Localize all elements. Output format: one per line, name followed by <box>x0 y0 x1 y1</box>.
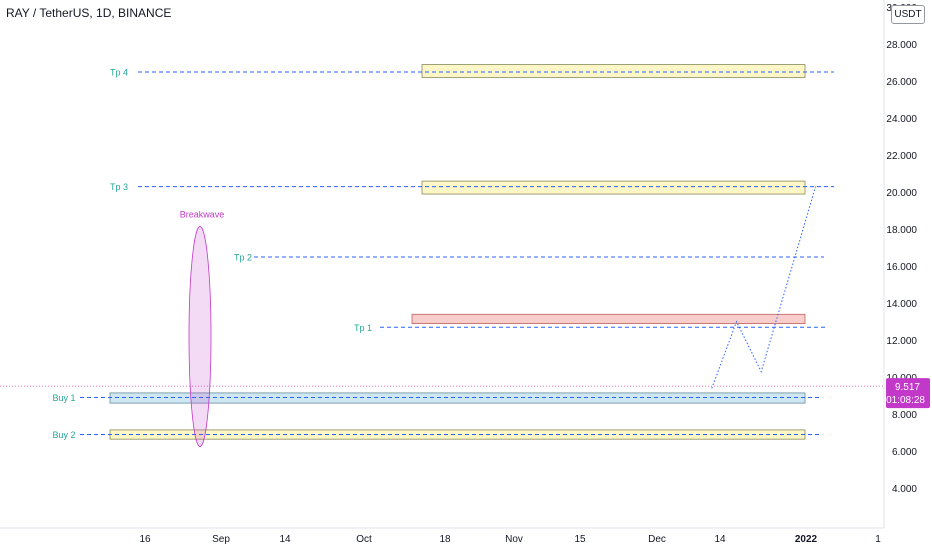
y-tick-label: 14.000 <box>886 299 917 310</box>
x-tick-label: 1 <box>875 534 881 545</box>
x-tick-label: Sep <box>212 534 230 545</box>
projection-path <box>711 186 817 389</box>
x-tick-label: Oct <box>356 534 372 545</box>
price-tag-value: 9.517 <box>895 382 920 393</box>
zone-target-1 <box>421 180 806 195</box>
y-tick-label: 24.000 <box>886 114 917 125</box>
y-tick-label: 4.000 <box>892 484 917 495</box>
y-tick-label: 12.000 <box>886 336 917 347</box>
zone-target-0 <box>421 64 806 78</box>
y-tick-label: 26.000 <box>886 77 917 88</box>
level-label-buy-1: Buy 1 <box>52 393 75 403</box>
level-label-tp-4: Tp 4 <box>110 67 128 77</box>
x-tick-label: 18 <box>439 534 451 545</box>
breakwave-ellipse <box>188 226 212 447</box>
breakwave-label: Breakwave <box>180 209 225 219</box>
levels-layer: Tp 4 Tp 3 Tp 2 Tp 1 Buy 1 Buy 2 <box>0 67 884 440</box>
x-tick-label: 14 <box>714 534 726 545</box>
symbol-title[interactable]: RAY / TetherUS, 1D, BINANCE <box>6 6 172 20</box>
y-tick-label: 28.000 <box>886 40 917 51</box>
level-label-tp-1: Tp 1 <box>354 323 372 333</box>
y-tick-label: 18.000 <box>886 225 917 236</box>
y-tick-label: 6.000 <box>892 447 917 458</box>
overlay-layer: Breakwave <box>180 186 817 447</box>
x-tick-label: 15 <box>574 534 586 545</box>
y-axis[interactable]: 4.0006.0008.00010.00012.00014.00016.0001… <box>883 0 930 528</box>
y-tick-label: 8.000 <box>892 410 917 421</box>
x-tick-label: 2022 <box>795 534 818 545</box>
x-tick-label: 16 <box>139 534 151 545</box>
y-tick-label: 16.000 <box>886 262 917 273</box>
price-tag-countdown: 01:08:28 <box>886 395 925 406</box>
x-tick-label: Dec <box>648 534 666 545</box>
zones-layer <box>109 64 806 440</box>
currency-badge[interactable]: USDT <box>891 5 925 24</box>
level-label-buy-2: Buy 2 <box>52 430 75 440</box>
x-tick-label: Nov <box>505 534 523 545</box>
y-tick-label: 22.000 <box>886 151 917 162</box>
level-label-tp-3: Tp 3 <box>110 182 128 192</box>
x-tick-label: 14 <box>279 534 291 545</box>
x-axis[interactable]: 16 Sep 14 Oct 18 Nov 15 Dec 14 2022 1 <box>0 527 884 545</box>
y-tick-label: 20.000 <box>886 188 917 199</box>
level-label-tp-2: Tp 2 <box>234 252 252 262</box>
zone-resistance-2 <box>411 313 806 324</box>
price-tag <box>886 378 930 409</box>
